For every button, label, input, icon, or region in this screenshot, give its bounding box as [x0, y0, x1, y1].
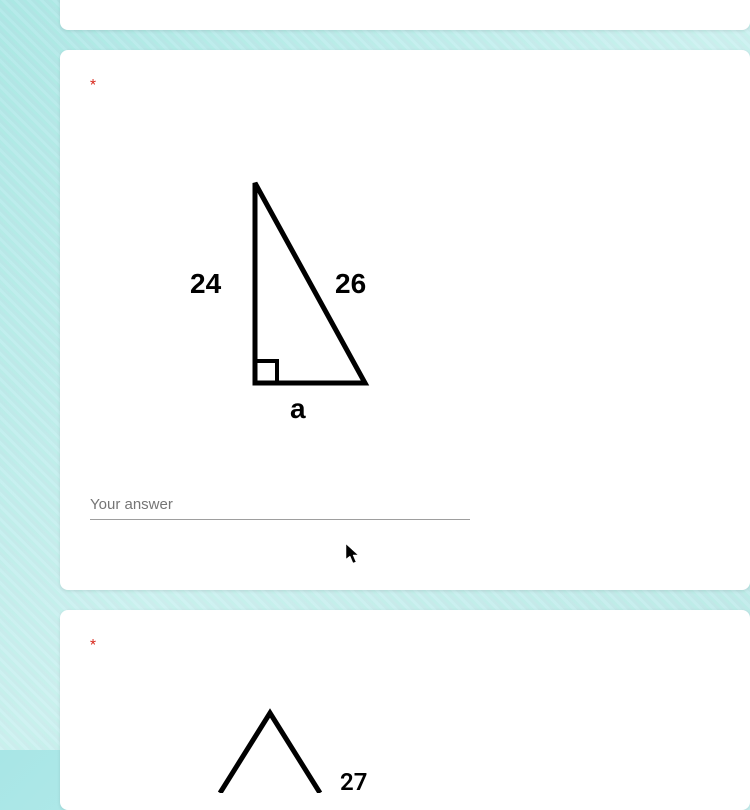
triangle-partial-shape: [220, 713, 320, 793]
answer-input[interactable]: [90, 490, 470, 520]
vertical-leg-label: 24: [190, 268, 221, 300]
previous-question-card: [60, 0, 750, 30]
partial-label: 27: [340, 768, 367, 796]
triangle-diagram: 24 26 a: [150, 163, 450, 443]
answer-row: [90, 490, 470, 520]
hypotenuse-label: 26: [335, 268, 366, 300]
required-indicator: *: [90, 77, 96, 93]
required-indicator-bottom: *: [90, 637, 96, 653]
mouse-cursor-icon: [345, 543, 361, 565]
next-question-card: * 27: [60, 610, 750, 810]
base-label: a: [290, 393, 306, 425]
right-angle-marker: [255, 361, 277, 383]
question-card: * 24 26 a: [60, 50, 750, 590]
triangle-diagram-partial: 27: [170, 693, 370, 793]
